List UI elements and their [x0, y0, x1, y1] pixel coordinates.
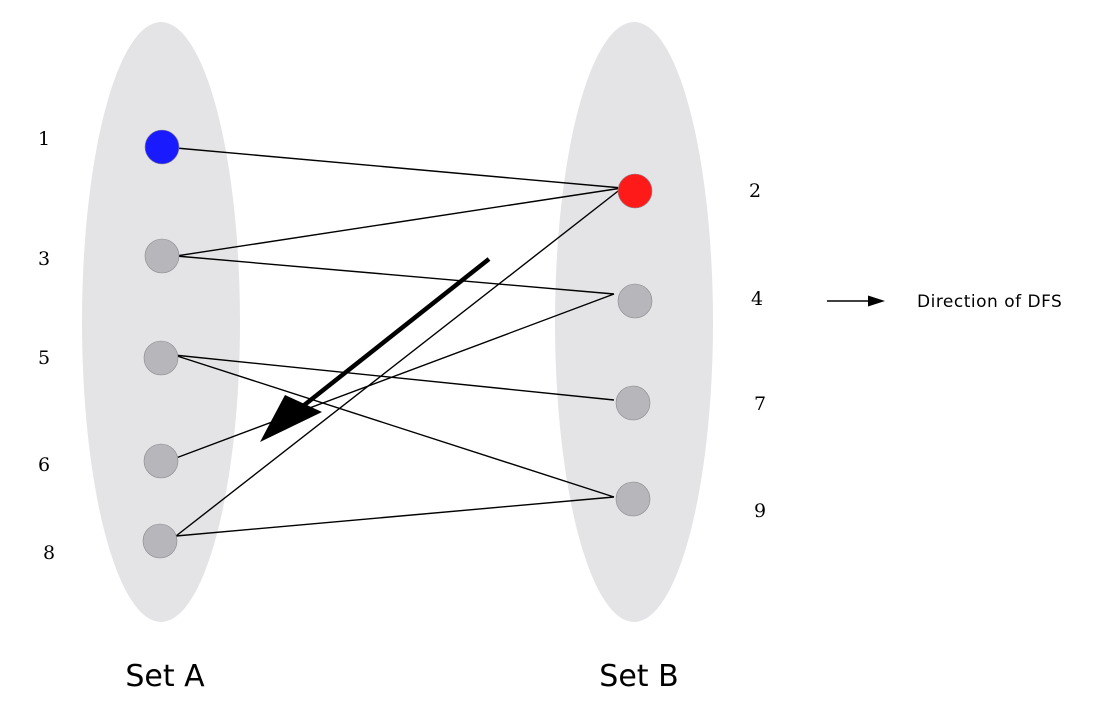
node-1	[144, 129, 180, 165]
node-label-3: 3	[38, 248, 50, 270]
node-4	[617, 283, 653, 319]
edge-8-9	[175, 496, 615, 537]
legend-label: Direction of DFS	[917, 292, 1062, 312]
legend-arrow-icon	[827, 295, 885, 307]
dfs-direction-arrow	[260, 257, 491, 442]
node-5	[143, 340, 179, 376]
edge-1-2	[175, 147, 623, 189]
legend: Direction of DFS	[827, 292, 1062, 312]
set-b-ellipse	[555, 22, 713, 622]
edges	[173, 147, 623, 537]
edge-5-7	[173, 354, 615, 401]
node-label-8: 8	[43, 542, 55, 564]
edge-6-4	[175, 293, 615, 459]
set-a-ellipse	[82, 22, 240, 622]
edge-5-9	[173, 354, 615, 498]
set-a-label: Set A	[125, 659, 205, 694]
node-9	[615, 481, 651, 517]
node-label-2: 2	[749, 180, 761, 202]
edge-8-2	[175, 187, 623, 537]
node-label-1: 1	[38, 128, 50, 150]
node-label-5: 5	[38, 347, 50, 369]
node-3	[144, 238, 180, 274]
node-label-6: 6	[38, 454, 50, 476]
edge-3-2	[175, 187, 623, 257]
edge-3-4	[175, 255, 615, 295]
node-label-4: 4	[751, 288, 763, 310]
node-6	[143, 443, 179, 479]
node-8	[142, 523, 178, 559]
node-label-7: 7	[754, 393, 766, 415]
set-b-label: Set B	[599, 659, 678, 694]
node-7	[615, 385, 651, 421]
node-label-9: 9	[754, 500, 766, 522]
node-2	[617, 173, 653, 209]
